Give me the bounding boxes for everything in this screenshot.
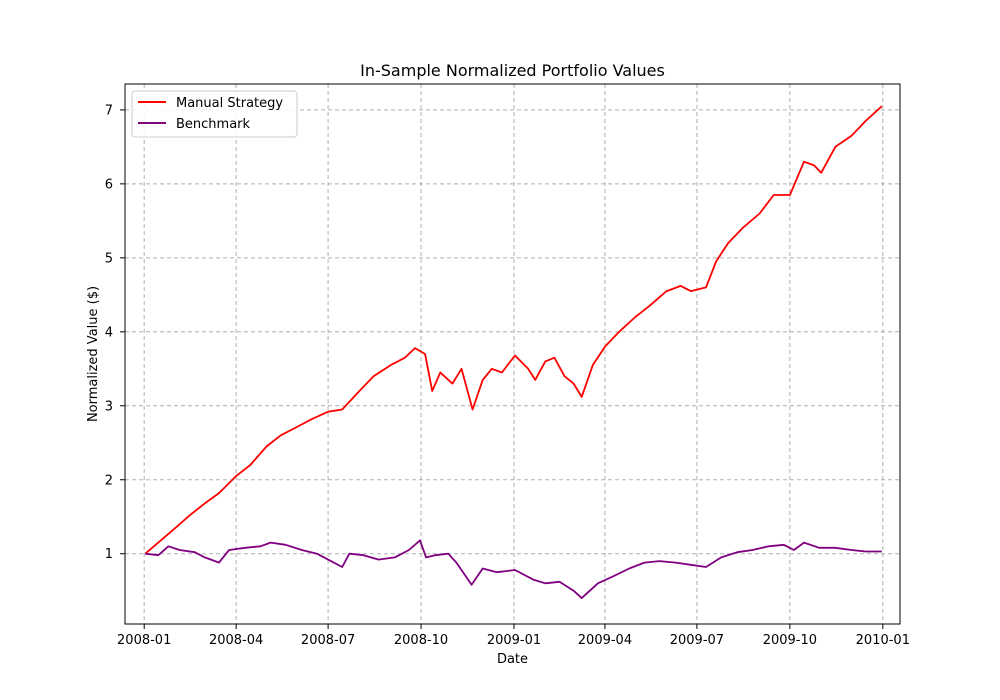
- x-tick-label-2008-01: 2008-01: [117, 633, 171, 648]
- chart-title: In-Sample Normalized Portfolio Values: [360, 61, 665, 80]
- y-tick-label-5: 5: [105, 251, 113, 266]
- series-lines: [144, 105, 883, 599]
- x-tick-label-2008-07: 2008-07: [301, 633, 355, 648]
- x-axis-ticks: 2008-01 2008-04 2008-07 2008-10 2009-01 2009-…: [117, 624, 910, 648]
- y-axis-ticks: 1 2 3 4 5 6 7: [105, 103, 125, 562]
- x-tick-label-2009-01: 2009-01: [487, 633, 541, 648]
- series-line-benchmark: [145, 539, 882, 599]
- x-tick-label-2010-01: 2010-01: [856, 633, 910, 648]
- series-line-manual-strategy: [144, 105, 883, 555]
- x-axis-label: Date: [497, 652, 528, 667]
- y-tick-label-3: 3: [105, 399, 113, 414]
- legend-label-benchmark: Benchmark: [176, 117, 251, 132]
- y-tick-label-4: 4: [105, 325, 113, 340]
- legend-label-manual-strategy: Manual Strategy: [176, 96, 283, 111]
- x-tick-label-2009-04: 2009-04: [578, 633, 632, 648]
- legend: Manual Strategy Benchmark: [131, 90, 298, 138]
- grid: [125, 84, 900, 624]
- y-tick-label-1: 1: [105, 547, 113, 562]
- x-tick-label-2008-04: 2008-04: [209, 633, 263, 648]
- x-tick-label-2009-10: 2009-10: [763, 633, 817, 648]
- x-tick-label-2009-07: 2009-07: [670, 633, 724, 648]
- y-axis-label: Normalized Value ($): [86, 286, 101, 422]
- legend-box: [131, 90, 298, 138]
- y-tick-label-7: 7: [105, 103, 113, 118]
- plot-frame: [124, 83, 901, 625]
- y-tick-label-2: 2: [105, 473, 113, 488]
- y-tick-label-6: 6: [105, 177, 113, 192]
- x-tick-label-2008-10: 2008-10: [394, 633, 448, 648]
